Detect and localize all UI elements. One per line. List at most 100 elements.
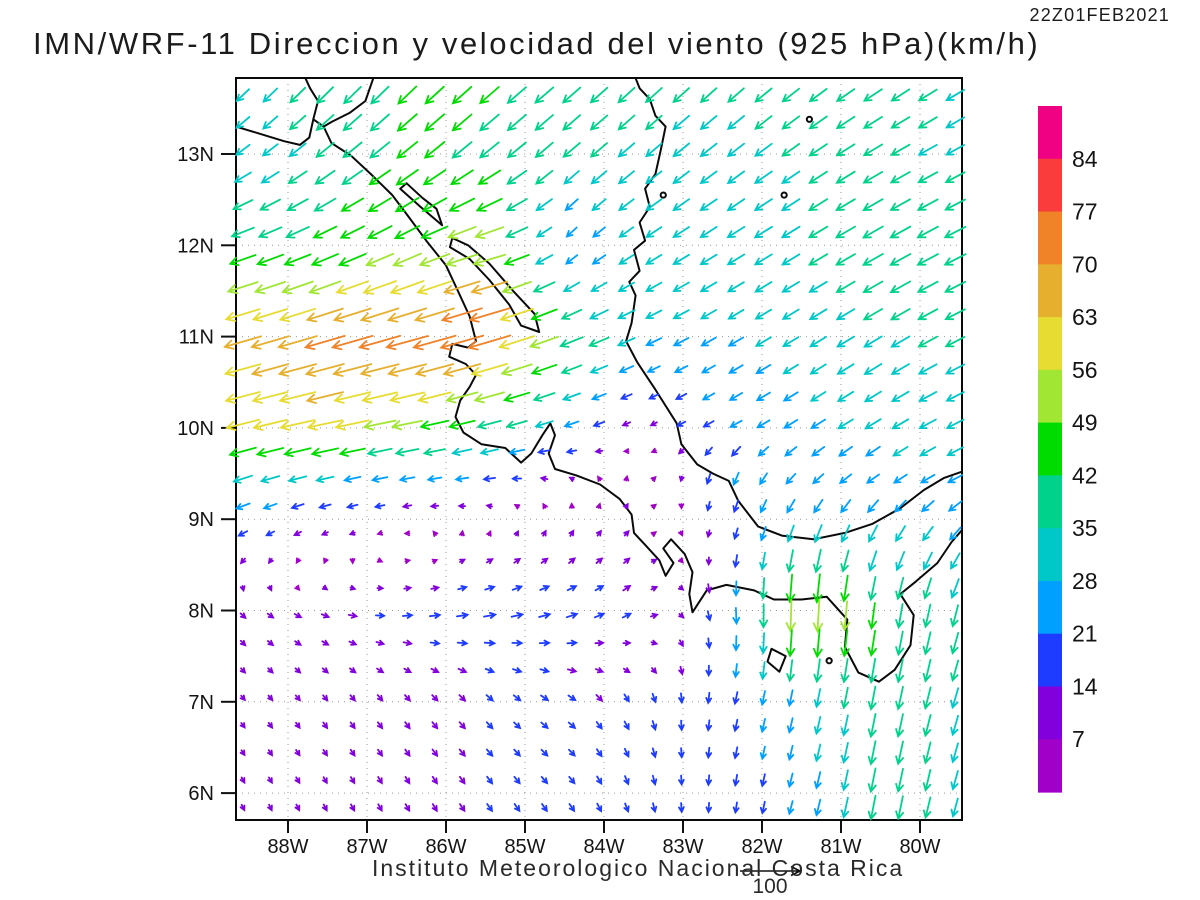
wind-arrow	[397, 85, 418, 105]
wind-arrow	[342, 113, 363, 132]
wind-arrow	[782, 363, 799, 375]
wind-arrow	[705, 472, 712, 486]
colorbar-label: 14	[1072, 673, 1098, 699]
wind-arrow	[473, 391, 505, 404]
wind-arrow	[813, 688, 822, 709]
wind-arrow	[478, 141, 500, 159]
wind-arrow	[485, 503, 493, 510]
wind-arrow	[646, 365, 661, 373]
wind-arrow	[251, 308, 289, 322]
wind-arrow	[478, 113, 500, 132]
wind-arrow	[623, 720, 630, 731]
wind-arrow	[477, 169, 502, 185]
wind-arrow	[388, 391, 425, 404]
wind-arrow	[922, 551, 933, 571]
wind-arrow	[503, 254, 530, 266]
wind-arrow	[386, 307, 428, 323]
wind-arrow	[943, 280, 967, 293]
wind-arrow	[596, 775, 603, 786]
wind-arrow	[705, 583, 712, 595]
wind-arrow	[366, 447, 393, 457]
wind-arrow	[304, 363, 345, 377]
wind-arrow	[895, 713, 904, 739]
wind-arrow	[699, 142, 718, 158]
wind-arrow	[861, 225, 884, 239]
wind-arrow	[239, 557, 247, 565]
wind-arrow	[780, 198, 801, 212]
wind-arrow	[890, 116, 911, 129]
wind-arrow	[809, 363, 827, 375]
small-island	[805, 115, 814, 123]
wind-arrow	[231, 199, 254, 211]
wind-arrow	[486, 558, 494, 565]
wind-arrow	[513, 721, 522, 730]
wind-arrow	[259, 475, 281, 484]
wind-arrow	[440, 307, 483, 323]
wind-arrow	[732, 580, 740, 597]
wind-arrow	[267, 749, 274, 757]
wind-arrow	[732, 607, 741, 626]
wind-arrow	[312, 225, 338, 239]
wind-arrow	[447, 419, 476, 430]
wind-arrow	[539, 667, 551, 674]
wind-arrow	[922, 658, 932, 683]
wind-arrow	[840, 742, 850, 765]
wind-arrow	[563, 420, 580, 428]
wind-arrow	[623, 529, 630, 537]
wind-arrow	[499, 308, 534, 322]
wind-arrow	[840, 769, 850, 792]
wind-arrow	[321, 584, 329, 591]
wind-arrow	[511, 585, 524, 592]
wind-arrow	[699, 198, 718, 212]
wind-arrow	[838, 473, 853, 485]
wind-arrow	[431, 694, 439, 702]
wind-arrow	[754, 281, 773, 293]
wind-arrow	[678, 530, 684, 537]
wind-arrow	[265, 530, 275, 537]
wind-arrow	[501, 281, 532, 294]
lon-tick-label: 83W	[662, 836, 703, 858]
wind-arrow	[759, 526, 767, 542]
wind-arrow	[567, 721, 577, 730]
wind-arrow	[726, 281, 745, 293]
wind-arrow	[595, 529, 603, 537]
wind-vector-field	[223, 85, 967, 821]
wind-arrow	[810, 418, 826, 430]
wind-arrow	[705, 719, 713, 733]
wind-arrow	[677, 557, 684, 564]
wind-arrow	[332, 363, 373, 377]
wind-arrow	[757, 446, 770, 457]
wind-arrow	[809, 391, 827, 402]
wind-arrow	[342, 86, 362, 105]
wind-arrow	[726, 253, 746, 266]
wind-arrow	[540, 721, 549, 730]
wind-arrow	[431, 558, 439, 565]
wind-arrow	[759, 603, 769, 629]
coastlines	[235, 77, 963, 683]
wind-arrow	[753, 170, 773, 184]
wind-arrow	[484, 585, 496, 592]
wind-arrow	[650, 585, 659, 592]
wind-arrow	[895, 551, 906, 572]
wind-arrow	[239, 667, 247, 674]
wind-arrow	[950, 632, 960, 655]
colorbar-label: 63	[1072, 304, 1098, 330]
wind-arrow	[945, 144, 965, 156]
wind-arrow	[922, 796, 932, 820]
wind-arrow	[678, 692, 685, 705]
wind-arrow	[732, 718, 740, 733]
wind-arrow	[538, 612, 552, 619]
wind-arrow	[424, 85, 445, 105]
wind-arrow	[226, 281, 259, 294]
wind-arrow	[430, 585, 441, 592]
lat-tick-label: 7N	[188, 692, 214, 714]
wind-arrow	[567, 667, 578, 674]
wind-arrow	[867, 629, 877, 658]
wind-arrow	[787, 800, 795, 816]
wind-arrow	[781, 281, 800, 293]
wind-arrow	[451, 113, 473, 132]
wind-arrow	[781, 336, 800, 348]
wind-arrow	[513, 557, 522, 564]
wind-arrow	[650, 612, 659, 619]
wind-arrow	[348, 639, 358, 646]
